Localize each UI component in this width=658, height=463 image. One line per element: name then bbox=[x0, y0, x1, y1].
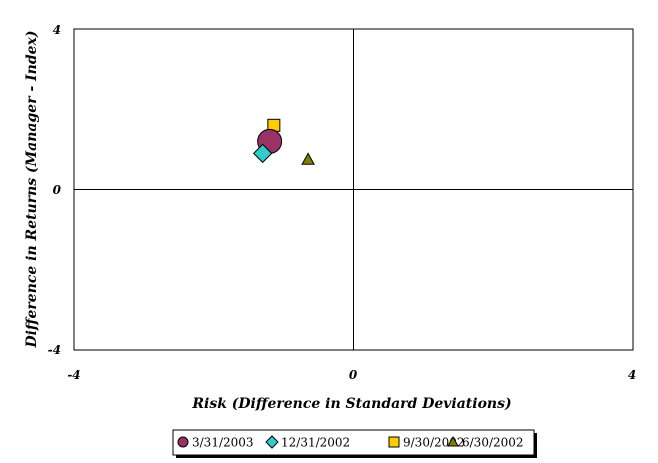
legend-label: 12/31/2002 bbox=[281, 436, 350, 450]
data-point-triangle bbox=[301, 152, 315, 165]
legend-marker-circle bbox=[177, 436, 189, 448]
x-axis-title: Risk (Difference in Standard Deviations) bbox=[191, 396, 511, 412]
x-tick-zero: 0 bbox=[349, 368, 358, 382]
x-tick-left: -4 bbox=[67, 368, 80, 382]
y-axis-title: Difference in Returns (Manager - Index) bbox=[24, 30, 40, 348]
legend-box bbox=[172, 429, 535, 456]
data-markers bbox=[252, 118, 315, 165]
data-point-diamond bbox=[252, 143, 273, 164]
legend-marker-square bbox=[388, 436, 400, 448]
y-tick-bottom: -4 bbox=[48, 343, 61, 357]
legend-label: 3/31/2003 bbox=[192, 436, 254, 450]
legend-label: 6/30/2002 bbox=[462, 436, 524, 450]
legend-marker-triangle bbox=[447, 435, 459, 447]
legend-marker-diamond bbox=[265, 435, 279, 449]
y-tick-top: 4 bbox=[53, 23, 61, 37]
y-tick-zero: 0 bbox=[53, 183, 62, 197]
x-tick-right: 4 bbox=[628, 368, 636, 382]
